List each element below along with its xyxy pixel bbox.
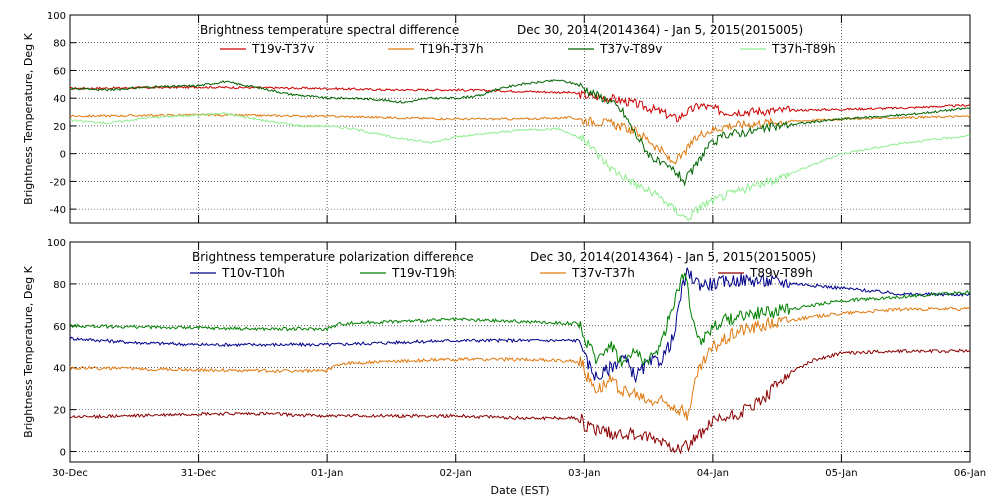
legend-label: T37v-T89v: [599, 42, 662, 56]
legend-label: T10v-T10h: [221, 266, 285, 280]
legend-label: T89v-T89h: [749, 266, 813, 280]
plot-frame: [69, 14, 971, 224]
y-tick-label: 20: [53, 406, 66, 417]
y-tick-label: 60: [53, 322, 66, 333]
y-tick-label: 60: [53, 66, 66, 77]
x-tick-label: 06-Jan: [954, 468, 986, 479]
y-tick-label: 40: [53, 94, 66, 105]
x-tick-label: 03-Jan: [568, 468, 600, 479]
series-line-t10v-t10h: [69, 267, 971, 384]
y-tick-label: 80: [53, 39, 66, 50]
x-tick-label: 04-Jan: [697, 468, 729, 479]
y-tick-label: 20: [53, 122, 66, 133]
y-tick-label: 100: [47, 238, 66, 249]
legend-label: T37v-T37h: [571, 266, 635, 280]
y-tick-label: 80: [53, 280, 66, 291]
y-axis-label: Brightness Temperature, Deg K: [22, 265, 35, 437]
series-line-t37v-t89v: [70, 79, 971, 187]
chart-title: Brightness temperature polarization diff…: [192, 250, 474, 264]
chart-subtitle: Dec 30, 2014(2014364) - Jan 5, 2015(2015…: [517, 23, 803, 37]
legend-label: T19v-T37v: [251, 42, 314, 56]
y-tick-label: 40: [53, 364, 66, 375]
x-axis-label: Date (EST): [490, 484, 549, 497]
series-line-t19v-t19h: [69, 272, 971, 367]
x-axis: 30-Dec 31-Dec 01-Jan 02-Jan 03-Jan 04-Jan 05-J…: [52, 468, 986, 497]
y-tick-label: 0: [60, 150, 66, 161]
x-tick-label: 05-Jan: [825, 468, 857, 479]
chart-subtitle: Dec 30, 2014(2014364) - Jan 5, 2015(2015…: [530, 250, 816, 264]
x-tick-label: 02-Jan: [440, 468, 472, 479]
y-tick-label: 100: [47, 11, 66, 22]
legend-label: T37h-T89h: [771, 42, 836, 56]
y-tick-label: -20: [50, 177, 66, 188]
y-tick-label: -40: [50, 205, 66, 216]
series-line-t19v-t37v: [69, 85, 971, 123]
x-tick-label: 31-Dec: [181, 468, 217, 479]
y-tick-label: 0: [60, 448, 66, 459]
y-axis-label: Brightness Temperature, Deg K: [22, 32, 35, 204]
legend-label: T19h-T37h: [419, 42, 484, 56]
legend-label: T19v-T19h: [391, 266, 455, 280]
x-tick-label: 30-Dec: [52, 468, 88, 479]
series-line-t37v-t37h: [69, 306, 971, 421]
series-line-t89v-t89h: [69, 348, 971, 455]
chart-title: Brightness temperature spectral differen…: [200, 23, 459, 37]
polarization-difference-panel: 0 20 40 60 80 100 Brightness Temperature, Deg …: [22, 238, 971, 463]
series-line-t37h-t89h: [69, 112, 971, 221]
spectral-difference-panel: -40 -20 0 20 40 60 80 100 Brightness Temperature…: [22, 11, 971, 224]
plot-frame: [69, 241, 971, 463]
x-tick-label: 01-Jan: [311, 468, 343, 479]
series-line-t19h-t37h: [69, 113, 971, 165]
